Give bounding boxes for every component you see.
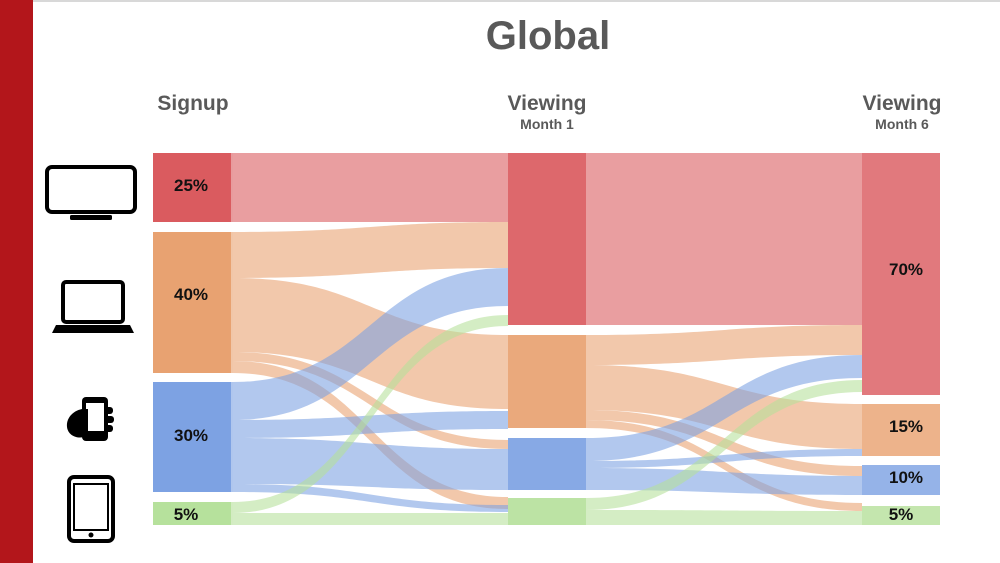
signup-node-laptop [153,232,231,373]
signup-node-tablet [153,502,231,525]
column-header-month1: Viewing Month 1 [487,92,607,133]
sankey-labels: 25% 40% 30% 5% 70% 15% 10% 5% [174,176,923,524]
month1-node-tv [508,153,586,325]
flow2-tv-tv [586,153,862,325]
column-label: Signup [157,92,229,115]
signup-node-edge-laptop [231,232,233,373]
flow2-tablet-tablet [586,510,862,525]
month6-label-tablet: 5% [889,505,914,524]
signup-node-edge-tablet [231,502,233,525]
column-sublabel: Month 6 [875,116,929,132]
sankey-nodes [153,153,940,525]
signup-node-phone [153,382,231,492]
frame-top-line [33,0,1000,2]
signup-node-tv [153,153,231,222]
flow-phone-phone [233,438,508,490]
column-header-signup: Signup [133,92,253,116]
month6-node-tv [862,153,940,395]
flow2-phone-laptop [586,449,862,468]
month6-node-tablet [862,506,940,525]
flow-phone-laptop [233,411,508,438]
column-label: Viewing [862,92,942,115]
month6-label-phone: 10% [889,468,923,487]
tv-icon [45,165,137,220]
flow2-phone-tv [586,355,862,461]
accent-side-bar [0,0,33,563]
signup-node-edge-phone [231,382,233,492]
month6-label-laptop: 15% [889,417,923,436]
tablet-icon [67,475,115,543]
month6-node-laptop [862,404,940,456]
column-header-month6: Viewing Month 6 [842,92,962,133]
flow-laptop-tablet [233,361,508,509]
column-label: Viewing [507,92,587,115]
month1-node-tablet [508,498,586,525]
flow-tablet-tablet [233,513,508,525]
month1-node-laptop [508,335,586,428]
month6-label-tv: 70% [889,260,923,279]
flow2-laptop-tablet [586,420,862,511]
signup-label-laptop: 40% [174,285,208,304]
flow-laptop-tv [233,222,508,278]
signup-label-phone: 30% [174,426,208,445]
signup-label-tv: 25% [174,176,208,195]
sankey-flows [233,153,862,525]
flow-tv-tv [233,153,508,222]
flow-tablet-tv [233,315,508,513]
signup-node-edge-tv [231,153,233,222]
column-sublabel: Month 1 [520,116,574,132]
flow2-tablet-tv [586,380,862,510]
phone-icon [66,397,114,441]
month1-node-phone [508,438,586,490]
page-title: Global [485,14,611,58]
month6-node-phone [862,465,940,495]
flow-laptop-phone [233,352,508,449]
flow-phone-tv [233,268,508,420]
signup-label-tablet: 5% [174,505,199,524]
laptop-icon [52,280,134,333]
flow2-laptop-tv [586,325,862,365]
